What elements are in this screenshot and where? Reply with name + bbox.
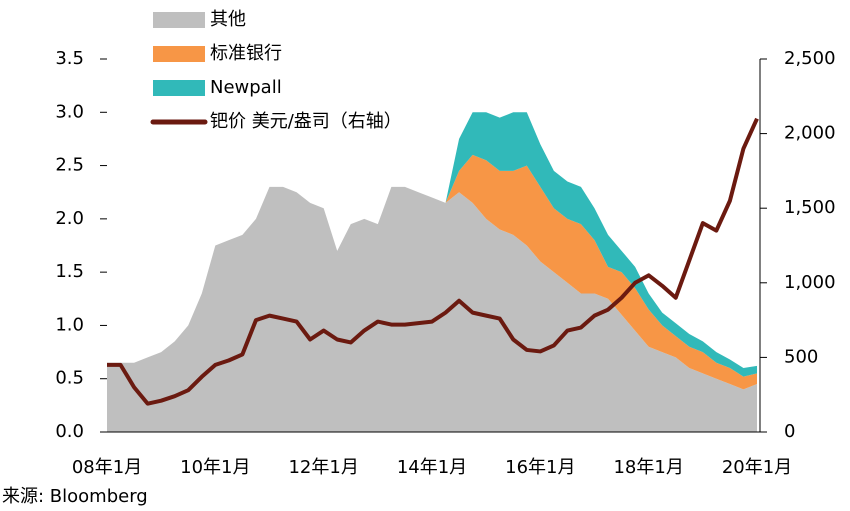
legend-swatch <box>153 46 205 62</box>
legend-swatch <box>153 80 205 96</box>
legend-label: 钯价 美元/盎司（右轴） <box>210 111 402 132</box>
x-tick-label: 12年1月 <box>288 457 358 478</box>
y2-tick-label: 1,000 <box>784 272 836 293</box>
y2-tick-label: 2,000 <box>784 123 836 144</box>
legend-label: Newpall <box>210 77 282 98</box>
y-tick-label: 0.0 <box>55 421 84 442</box>
y2-tick-label: 0 <box>784 421 795 442</box>
y2-tick-label: 1,500 <box>784 197 836 218</box>
y-tick-label: 3.0 <box>55 101 84 122</box>
area <box>107 186 757 432</box>
x-tick-label: 18年1月 <box>613 457 683 478</box>
y-tick-label: 1.5 <box>55 261 84 282</box>
y-tick-label: 0.5 <box>55 368 84 389</box>
x-tick-label: 08年1月 <box>72 457 142 478</box>
area <box>107 154 757 390</box>
legend-swatch <box>153 12 205 28</box>
source: 来源: Bloomberg <box>2 486 148 507</box>
y2-tick-label: 500 <box>784 346 818 367</box>
y-tick-label: 2.5 <box>55 155 84 176</box>
y-tick-label: 2.0 <box>55 208 84 229</box>
legend-label: 标准银行 <box>210 43 282 64</box>
legend-label: 其他 <box>210 9 246 30</box>
x-tick-label: 20年1月 <box>722 457 792 478</box>
y-tick-label: 1.0 <box>55 314 84 335</box>
x-tick-label: 14年1月 <box>397 457 467 478</box>
y-tick-label: 3.5 <box>55 48 84 69</box>
x-tick-label: 16年1月 <box>505 457 575 478</box>
line <box>107 117 759 406</box>
x-tick-label: 10年1月 <box>180 457 250 478</box>
y2-tick-label: 2,500 <box>784 48 836 69</box>
